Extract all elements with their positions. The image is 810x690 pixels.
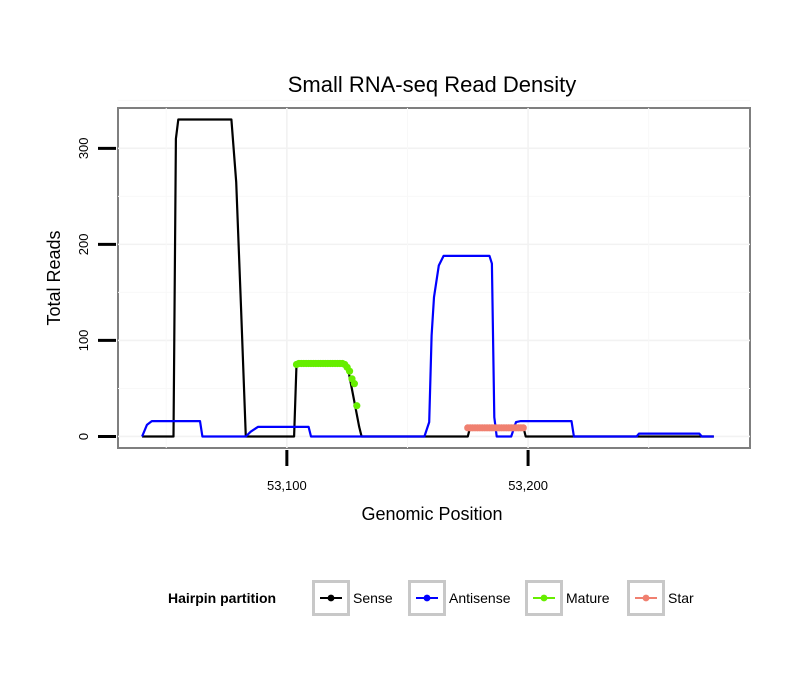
legend-key-dot-sense [327, 594, 335, 602]
plot-panel [117, 107, 751, 449]
legend-label-mature: Mature [566, 590, 610, 606]
data-point-mature [345, 367, 354, 375]
grid-lines [118, 99, 750, 448]
y-tick-label: 100 [76, 330, 91, 352]
y-tick-label: 200 [76, 234, 91, 256]
data-point-star [519, 424, 527, 432]
legend-label-star: Star [668, 590, 694, 606]
x-axis-title: Genomic Position [361, 504, 502, 524]
legend-key-dot-star [642, 594, 650, 602]
y-axis-title: Total Reads [44, 230, 64, 325]
legend-label-antisense: Antisense [449, 590, 511, 606]
axes: 0 100 200 300 53,100 53,200 [76, 137, 548, 493]
legend-key-dot-mature [540, 594, 548, 602]
x-tick-label: 53,100 [267, 478, 307, 493]
legend-title: Hairpin partition [168, 590, 276, 606]
legend-key-dot-antisense [423, 594, 431, 602]
series-layer [141, 118, 714, 438]
y-tick-label: 300 [76, 137, 91, 159]
legend-label-sense: Sense [353, 590, 393, 606]
data-point-mature [353, 402, 361, 410]
data-point-mature [350, 380, 358, 388]
y-tick-label: 0 [76, 433, 91, 440]
x-tick-label: 53,200 [508, 478, 548, 493]
legend: Hairpin partition Sense Antisense Mature St… [168, 580, 694, 616]
chart-title: Small RNA-seq Read Density [288, 72, 577, 97]
series-line-antisense [141, 254, 714, 438]
